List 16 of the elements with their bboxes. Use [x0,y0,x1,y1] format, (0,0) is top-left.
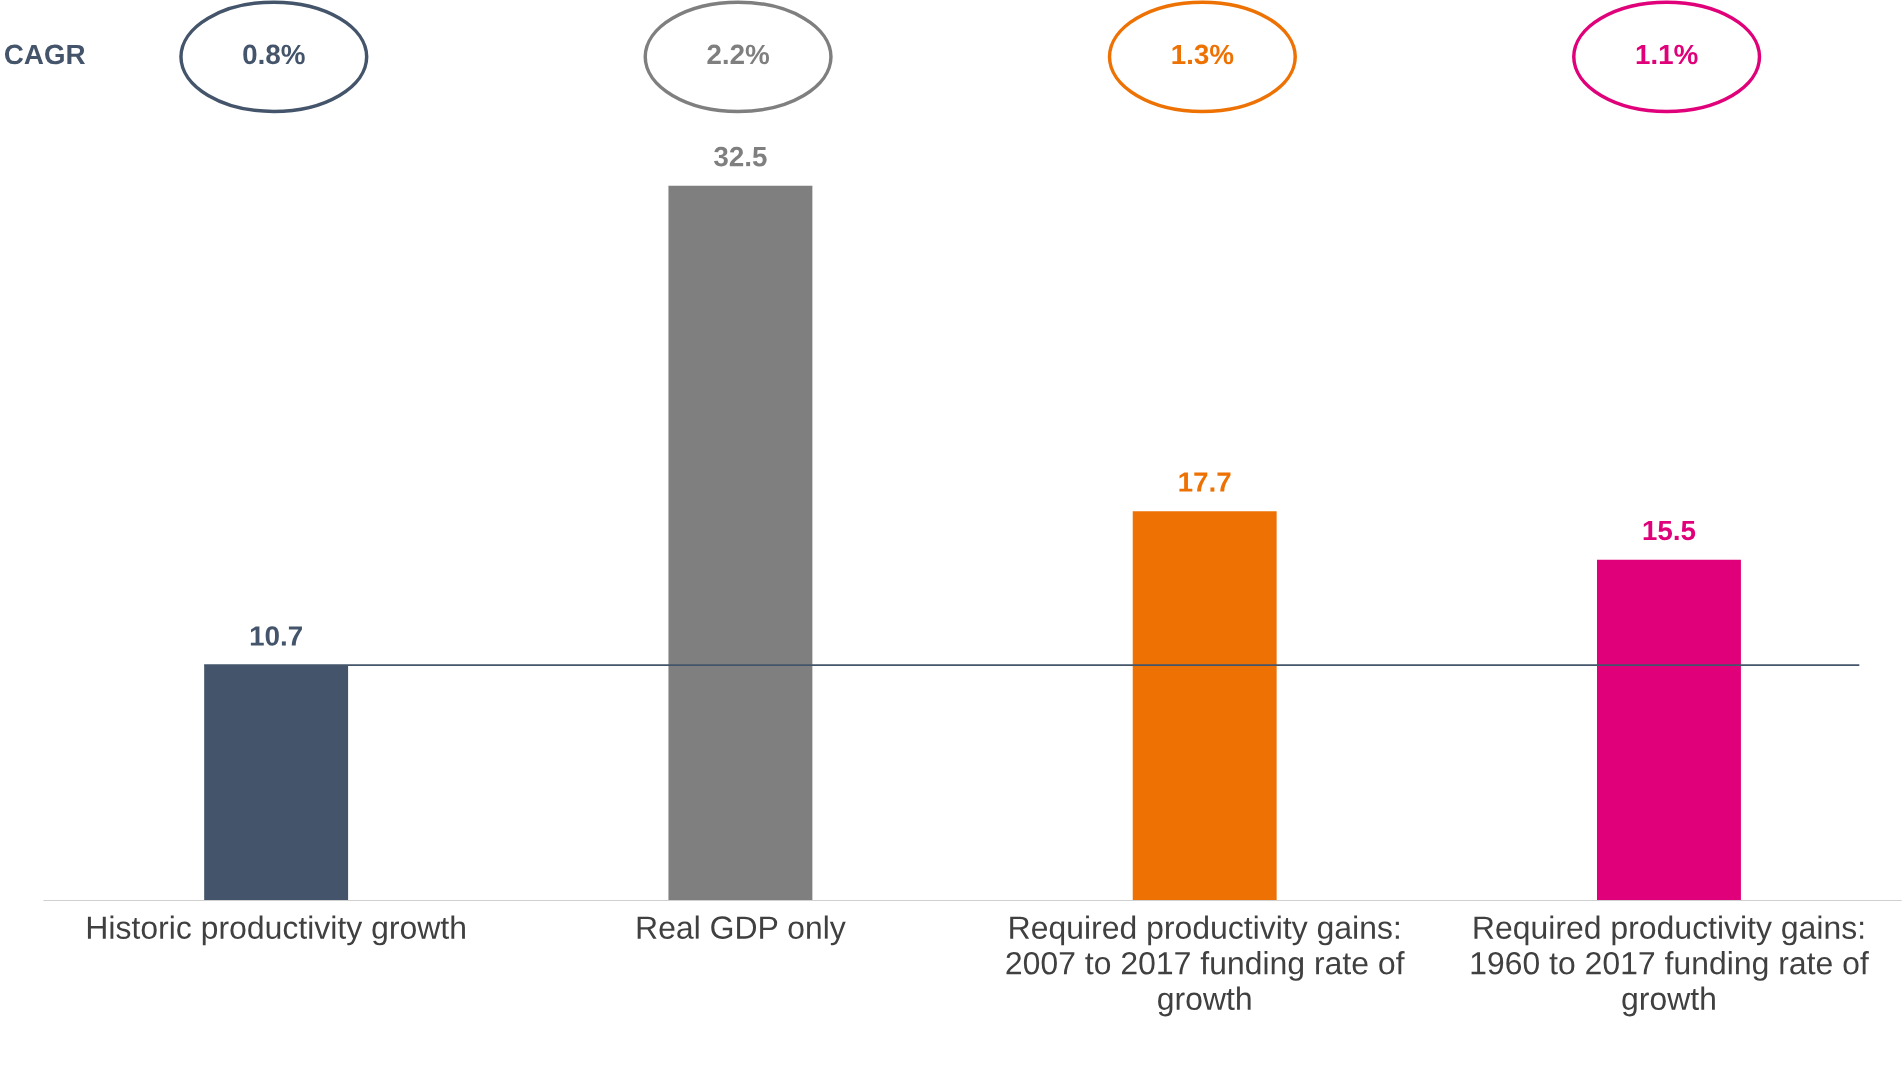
text: 0.8% [243,44,305,65]
data-label: 32.5 [714,146,767,167]
x-tick-label: Real GDP only [637,915,846,946]
bar [1597,559,1741,901]
x-tick-label: Required productivity gains: 2007 to 2017 funding rate of growth [1006,915,1405,1017]
data-label: 17.7 [1179,472,1231,492]
text: 2.2% [707,44,770,65]
text: 1.3% [1172,44,1234,65]
x-tick-label: Required productivity gains: 1960 to 2017 funding rate of growth [1471,915,1869,1017]
text: CAGR [4,44,86,65]
text: 1.1% [1636,44,1698,65]
data-label: 15.5 [1643,520,1696,541]
data-label: 10.7 [250,626,302,646]
bar [668,185,813,901]
x-tick-label: Historic productivity growth [87,915,465,946]
bar [1132,511,1277,901]
